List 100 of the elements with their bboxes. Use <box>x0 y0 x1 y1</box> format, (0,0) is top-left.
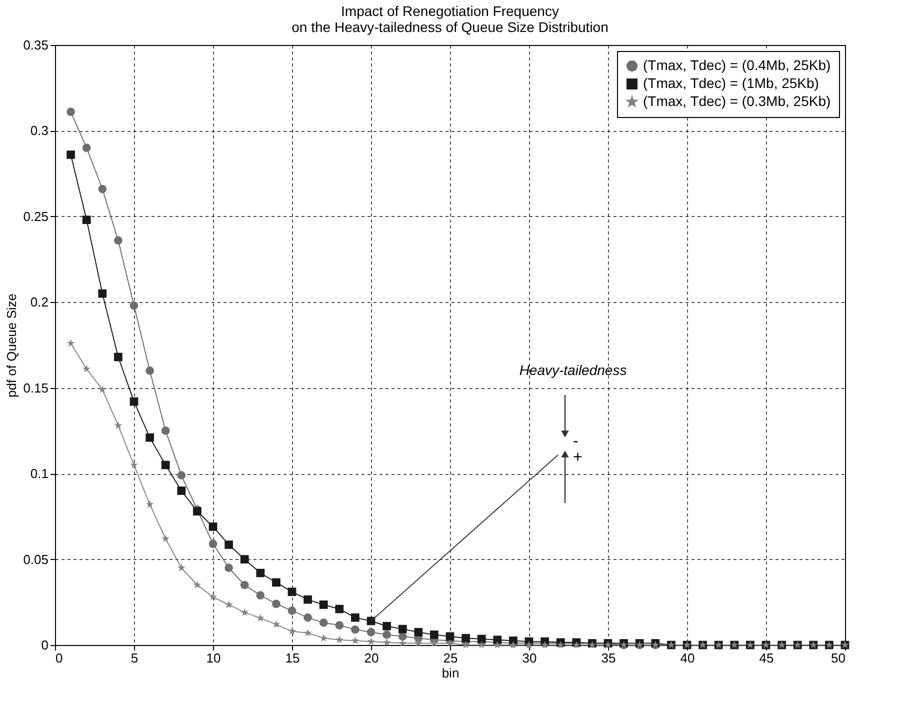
point <box>462 634 470 642</box>
point <box>398 632 407 641</box>
annotation: Heavy-tailedness <box>519 362 627 378</box>
legend-label: (Tmax, Tdec) = (0.4Mb, 25Kb) <box>643 57 831 73</box>
point <box>320 634 328 642</box>
point <box>430 639 438 647</box>
point <box>240 580 249 590</box>
point <box>351 613 360 622</box>
point <box>351 636 360 644</box>
point <box>130 460 138 468</box>
text: Impact of Renegotiation Frequency <box>341 3 559 19</box>
point <box>82 364 91 372</box>
point <box>209 592 217 600</box>
point <box>304 613 312 622</box>
point <box>288 588 296 596</box>
point <box>319 600 328 609</box>
point <box>98 184 107 194</box>
y-tick-label: 0.35 <box>23 38 48 52</box>
point <box>161 460 170 470</box>
point <box>98 289 107 298</box>
x-tick-label: 45 <box>759 650 774 666</box>
point <box>98 385 106 393</box>
point <box>224 564 233 572</box>
point <box>366 628 376 636</box>
point <box>256 568 265 578</box>
point <box>114 421 122 429</box>
x-tick-label: 0 <box>56 650 63 666</box>
point <box>382 630 391 639</box>
point <box>493 636 502 644</box>
annotation: + <box>573 449 582 466</box>
point <box>430 630 438 639</box>
point <box>114 236 122 245</box>
point <box>478 640 486 648</box>
point <box>66 150 75 159</box>
y-tick-label: 0.2 <box>30 294 48 310</box>
point <box>288 627 296 635</box>
x-tick-label: 15 <box>285 650 300 666</box>
point <box>82 144 91 152</box>
point <box>493 640 502 648</box>
point <box>161 426 170 435</box>
x-tick-label: 50 <box>831 650 846 666</box>
x-tick-label: 5 <box>130 650 138 666</box>
y-axis-title: pdf of Queue Size <box>4 293 20 398</box>
y-tick-label: 0.05 <box>23 552 48 567</box>
point <box>382 622 391 630</box>
point <box>146 500 154 508</box>
point <box>66 108 75 116</box>
point <box>398 624 407 634</box>
point <box>367 637 375 645</box>
point <box>335 636 344 644</box>
point <box>256 591 265 600</box>
x-tick-label: 40 <box>680 650 695 666</box>
point <box>146 433 154 442</box>
x-tick-label: 20 <box>364 650 379 666</box>
y-tick-label: 0.3 <box>30 123 48 138</box>
annotation: - <box>573 433 578 450</box>
y-tick-label: 0 <box>41 638 48 652</box>
point <box>414 628 423 636</box>
point <box>146 366 154 375</box>
y-tick-label: 0.1 <box>30 466 48 482</box>
point <box>177 486 186 495</box>
point <box>66 339 75 347</box>
point <box>130 301 138 310</box>
point <box>335 621 344 630</box>
point <box>288 606 296 615</box>
x-tick-label: 30 <box>522 650 537 666</box>
point <box>114 352 122 362</box>
point <box>224 540 233 549</box>
point <box>398 639 407 647</box>
x-tick-label: 35 <box>601 650 616 666</box>
point <box>82 216 91 224</box>
point <box>272 600 280 608</box>
point <box>240 608 249 616</box>
point <box>130 397 138 406</box>
y-tick-label: 0.15 <box>23 380 48 396</box>
point <box>414 639 422 647</box>
legend-label: (Tmax, Tdec) = (1Mb, 25Kb) <box>643 75 819 91</box>
point <box>477 634 486 644</box>
x-tick-label: 25 <box>443 650 458 666</box>
point <box>272 620 280 628</box>
point <box>162 534 170 542</box>
point <box>351 625 360 634</box>
point <box>177 564 186 572</box>
point <box>446 639 454 647</box>
legend-label: (Tmax, Tdec) = (0.3Mb, 25Kb) <box>643 93 831 109</box>
point <box>256 614 264 622</box>
y-tick-label: 0.25 <box>23 208 48 224</box>
point <box>193 580 202 588</box>
point <box>177 471 186 480</box>
point <box>208 540 218 548</box>
point <box>462 640 470 648</box>
point <box>304 628 312 636</box>
point <box>446 632 454 641</box>
point <box>304 595 312 604</box>
point <box>240 555 249 564</box>
x-tick-label: 10 <box>206 650 221 666</box>
point <box>224 600 233 608</box>
point <box>319 618 328 627</box>
text: on the Heavy-tailedness of Queue Size Distribution <box>292 19 608 35</box>
x-axis-title: bin <box>442 666 460 680</box>
